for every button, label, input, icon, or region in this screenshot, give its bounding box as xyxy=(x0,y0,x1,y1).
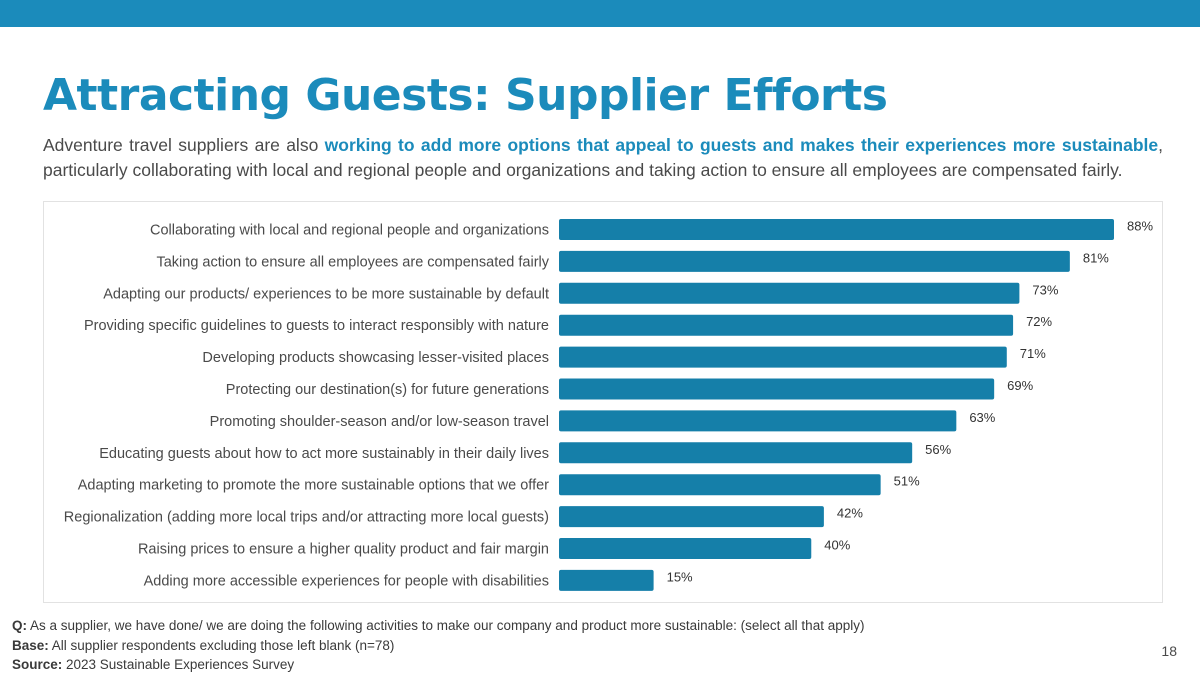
source-note: Source: 2023 Sustainable Experiences Sur… xyxy=(12,655,864,675)
base-note: Base: All supplier respondents excluding… xyxy=(12,636,864,656)
category-label: Educating guests about how to act more s… xyxy=(99,446,549,462)
bar xyxy=(559,474,881,496)
category-label: Collaborating with local and regional pe… xyxy=(150,223,549,239)
bar xyxy=(559,569,654,591)
category-label: Adapting marketing to promote the more s… xyxy=(78,478,549,494)
bar xyxy=(559,410,957,432)
bar xyxy=(559,282,1020,304)
bar xyxy=(559,314,1014,336)
value-label: 40% xyxy=(824,538,850,553)
category-label: Raising prices to ensure a higher qualit… xyxy=(138,542,549,558)
intro-paragraph: Adventure travel suppliers are also work… xyxy=(43,133,1163,183)
bar xyxy=(559,346,1007,368)
question-label: Q: xyxy=(12,618,27,633)
value-label: 63% xyxy=(969,410,995,425)
value-label: 88% xyxy=(1127,219,1153,234)
bar xyxy=(559,506,824,528)
bar xyxy=(559,250,1070,272)
footnotes: Q: As a supplier, we have done/ we are d… xyxy=(12,616,864,675)
category-label: Adapting our products/ experiences to be… xyxy=(103,286,549,302)
top-accent-bar xyxy=(0,0,1200,27)
intro-highlight: working to add more options that appeal … xyxy=(324,135,1159,155)
category-label: Taking action to ensure all employees ar… xyxy=(156,254,549,270)
category-label: Adding more accessible experiences for p… xyxy=(144,573,549,589)
page-title: Attracting Guests: Supplier Efforts xyxy=(43,70,888,121)
question-note: Q: As a supplier, we have done/ we are d… xyxy=(12,616,864,636)
intro-text-end: , particularly collaborating with local … xyxy=(43,135,1164,180)
page-number: 18 xyxy=(1161,643,1177,659)
bar-chart: Collaborating with local and regional pe… xyxy=(64,219,1153,591)
bar xyxy=(559,219,1114,240)
value-label: 73% xyxy=(1032,282,1058,297)
value-label: 56% xyxy=(925,442,951,457)
intro-text-start: Adventure travel suppliers are also xyxy=(43,135,325,155)
source-label: Source: xyxy=(12,657,63,672)
value-label: 42% xyxy=(837,506,863,521)
bar xyxy=(559,378,995,400)
value-label: 81% xyxy=(1083,250,1109,265)
value-label: 71% xyxy=(1020,346,1046,361)
value-label: 69% xyxy=(1007,378,1033,393)
source-text: 2023 Sustainable Experiences Survey xyxy=(62,657,295,672)
base-text: All supplier respondents excluding those… xyxy=(48,637,395,653)
chart-panel: Collaborating with local and regional pe… xyxy=(43,201,1163,603)
category-label: Regionalization (adding more local trips… xyxy=(64,510,549,526)
value-label: 51% xyxy=(894,474,920,489)
value-label: 72% xyxy=(1026,314,1052,329)
bar xyxy=(559,538,812,559)
category-label: Developing products showcasing lesser-vi… xyxy=(202,350,549,366)
category-label: Providing specific guidelines to guests … xyxy=(84,318,549,334)
bar xyxy=(559,442,913,464)
base-label: Base: xyxy=(12,637,49,653)
value-label: 15% xyxy=(667,569,693,584)
category-label: Promoting shoulder-season and/or low-sea… xyxy=(210,414,549,430)
category-label: Protecting our destination(s) for future… xyxy=(226,382,549,398)
question-text: As a supplier, we have done/ we are doin… xyxy=(27,618,865,633)
